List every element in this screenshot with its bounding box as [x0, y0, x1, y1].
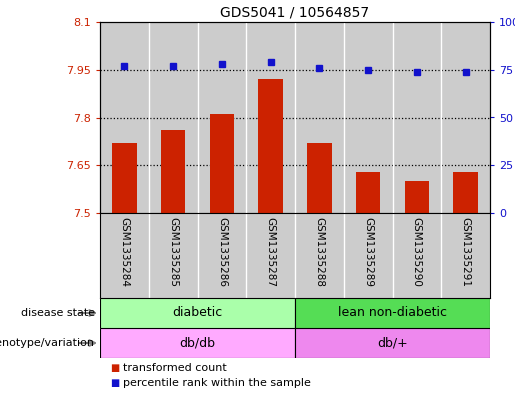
Text: GSM1335287: GSM1335287: [266, 217, 276, 287]
Text: GSM1335288: GSM1335288: [314, 217, 324, 287]
Text: GSM1335289: GSM1335289: [363, 217, 373, 287]
Text: transformed count: transformed count: [123, 363, 227, 373]
Bar: [295, 328, 490, 358]
Bar: [210, 114, 234, 213]
Text: GSM1335284: GSM1335284: [119, 217, 129, 287]
Text: db/db: db/db: [180, 336, 215, 349]
Bar: [100, 328, 295, 358]
Text: GSM1335286: GSM1335286: [217, 217, 227, 287]
Text: GSM1335285: GSM1335285: [168, 217, 178, 287]
Text: GSM1335291: GSM1335291: [460, 217, 471, 287]
Text: diabetic: diabetic: [173, 307, 222, 320]
Bar: [112, 143, 136, 213]
Bar: [307, 143, 332, 213]
Bar: [259, 79, 283, 213]
Bar: [100, 298, 295, 328]
Text: percentile rank within the sample: percentile rank within the sample: [123, 378, 311, 388]
Text: ■: ■: [110, 363, 119, 373]
Text: db/+: db/+: [377, 336, 408, 349]
Bar: [453, 172, 478, 213]
Text: disease state: disease state: [21, 308, 95, 318]
Bar: [356, 172, 380, 213]
Text: genotype/variation: genotype/variation: [0, 338, 95, 348]
Text: GSM1335290: GSM1335290: [412, 217, 422, 287]
Bar: [161, 130, 185, 213]
Bar: [295, 298, 490, 328]
Text: ■: ■: [110, 378, 119, 388]
Text: lean non-diabetic: lean non-diabetic: [338, 307, 447, 320]
Bar: [405, 181, 429, 213]
Title: GDS5041 / 10564857: GDS5041 / 10564857: [220, 6, 370, 19]
